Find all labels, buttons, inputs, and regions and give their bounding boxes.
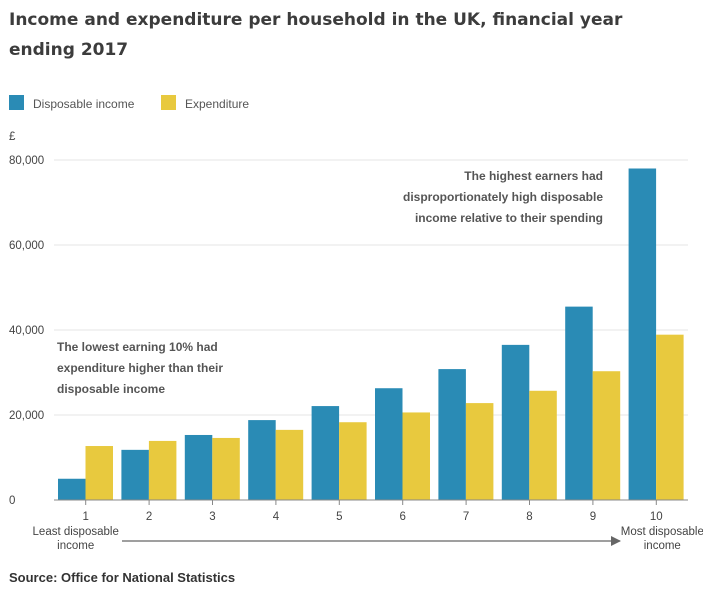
legend-label-disposable-income: Disposable income — [33, 97, 135, 111]
bar-expenditure-3 — [212, 437, 240, 500]
bar-disposable-income-4 — [248, 420, 276, 500]
bar-disposable-income-8 — [501, 344, 530, 500]
x-tick-label: 6 — [399, 511, 405, 523]
bar-expenditure-8 — [529, 390, 557, 500]
x-tick-label: 3 — [209, 511, 215, 523]
annotation-highest-earners: The highest earners had — [464, 169, 603, 183]
x-tick-label: 2 — [146, 511, 152, 523]
bar-disposable-income-6 — [375, 388, 403, 500]
bar-expenditure-7 — [465, 403, 494, 500]
bar-disposable-income-2 — [121, 449, 149, 500]
x-tick-label: 9 — [590, 511, 596, 523]
bar-expenditure-6 — [402, 412, 430, 500]
y-tick-label: 40,000 — [9, 325, 44, 337]
bar-expenditure-9 — [592, 371, 621, 500]
bar-disposable-income-1 — [58, 478, 86, 500]
annotation-highest-earners: disproportionately high disposable — [403, 190, 603, 204]
x-end-label-right: Most disposable — [621, 526, 703, 538]
bar-disposable-income-7 — [438, 369, 466, 500]
y-tick-label: 0 — [9, 495, 15, 507]
bar-expenditure-1 — [85, 446, 113, 500]
bar-expenditure-4 — [275, 429, 304, 500]
x-end-label-left: Least disposable — [33, 526, 119, 538]
bar-expenditure-5 — [339, 422, 367, 500]
source-note: Source: Office for National Statistics — [9, 570, 236, 585]
legend-label-expenditure: Expenditure — [185, 97, 250, 111]
annotation-lowest-earners: disposable income — [57, 382, 165, 396]
bar-disposable-income-5 — [311, 406, 340, 500]
y-axis-unit-label: £ — [9, 131, 16, 143]
y-tick-label: 60,000 — [9, 240, 44, 252]
annotation-lowest-earners: expenditure higher than their — [57, 361, 223, 375]
y-tick-label: 20,000 — [9, 410, 44, 422]
bar-expenditure-2 — [148, 440, 177, 500]
bar-disposable-income-10 — [628, 168, 657, 500]
bar-disposable-income-9 — [565, 306, 593, 500]
x-tick-label: 7 — [463, 511, 469, 523]
x-tick-label: 5 — [336, 511, 342, 523]
bar-expenditure-10 — [656, 334, 684, 500]
x-tick-label: 4 — [273, 511, 280, 523]
legend-swatch-expenditure — [161, 95, 176, 110]
x-tick-label: 8 — [526, 511, 532, 523]
bar-disposable-income-3 — [184, 434, 213, 500]
legend-swatch-disposable-income — [9, 95, 24, 110]
y-tick-label: 80,000 — [9, 155, 44, 167]
annotation-lowest-earners: The lowest earning 10% had — [57, 340, 218, 354]
x-end-label-right: income — [644, 540, 681, 552]
x-tick-label: 10 — [650, 511, 663, 523]
annotation-highest-earners: income relative to their spending — [415, 211, 603, 225]
chart-title: Income and expenditure per household in … — [9, 10, 623, 60]
x-tick-label: 1 — [82, 511, 88, 523]
x-end-label-left: income — [57, 540, 94, 552]
